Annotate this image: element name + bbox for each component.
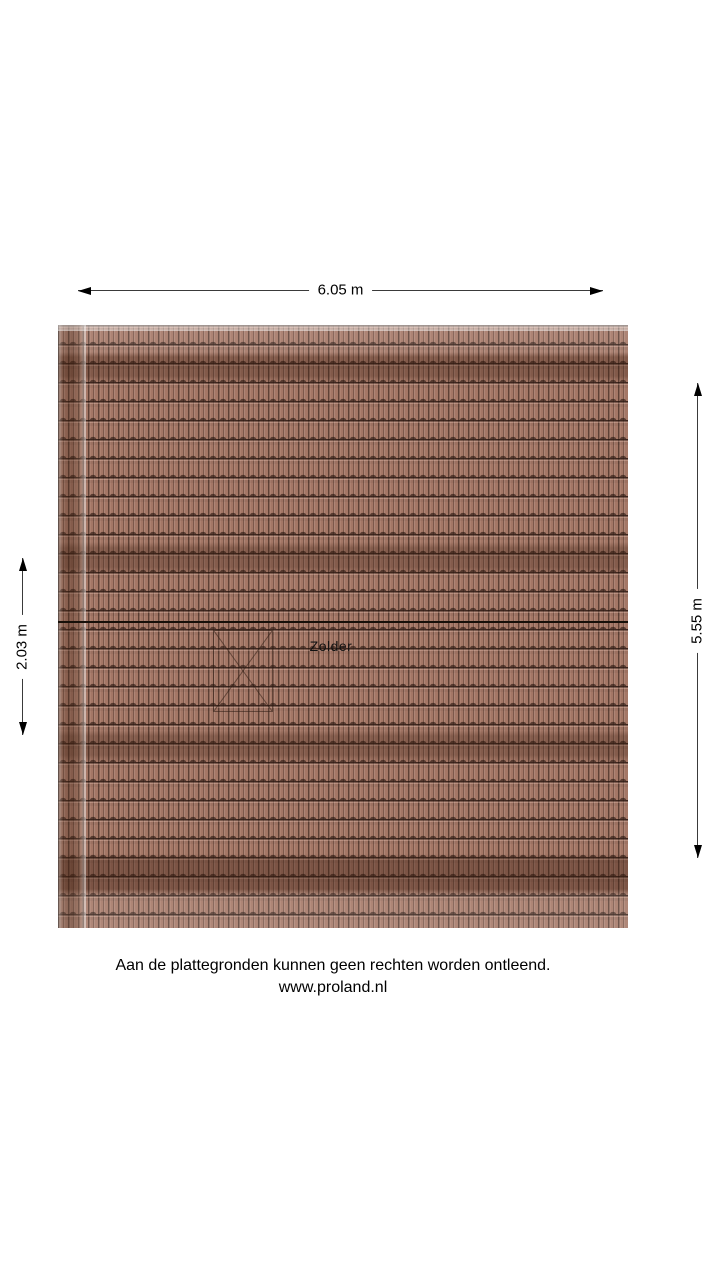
website-url: www.proland.nl (278, 979, 388, 996)
roof-right-edge-shade (58, 325, 86, 928)
arrowhead-up-icon (18, 558, 27, 571)
arrowhead-right-icon (590, 286, 603, 295)
caption: Aan de plattegronden kunnen geen rechten… (0, 955, 666, 999)
arrowhead-down-icon (693, 845, 702, 858)
skylight-marker (213, 630, 273, 712)
dimension-width: 6.05 m (78, 281, 603, 299)
arrowhead-down-icon (18, 722, 27, 735)
disclaimer-text: Aan de plattegronden kunnen geen rechten… (115, 957, 551, 974)
roof-plan: Zolder (58, 325, 628, 928)
roof-bottom-edge-fade (58, 325, 628, 331)
roof-tiles-texture (58, 325, 628, 928)
roof-ridge-line (58, 621, 628, 623)
dimension-height-label: 5.55 m (688, 588, 706, 653)
dimension-depth-label: 2.03 m (13, 614, 31, 679)
roof-shading-bands (58, 325, 628, 928)
skylight-x-icon (214, 631, 272, 711)
room-label: Zolder (309, 638, 353, 654)
arrowhead-up-icon (693, 383, 702, 396)
arrowhead-left-icon (78, 286, 91, 295)
dimension-height-right: 5.55 m (688, 383, 706, 858)
dimension-height-left: 2.03 m (13, 558, 31, 735)
dimension-width-label: 6.05 m (308, 281, 373, 299)
